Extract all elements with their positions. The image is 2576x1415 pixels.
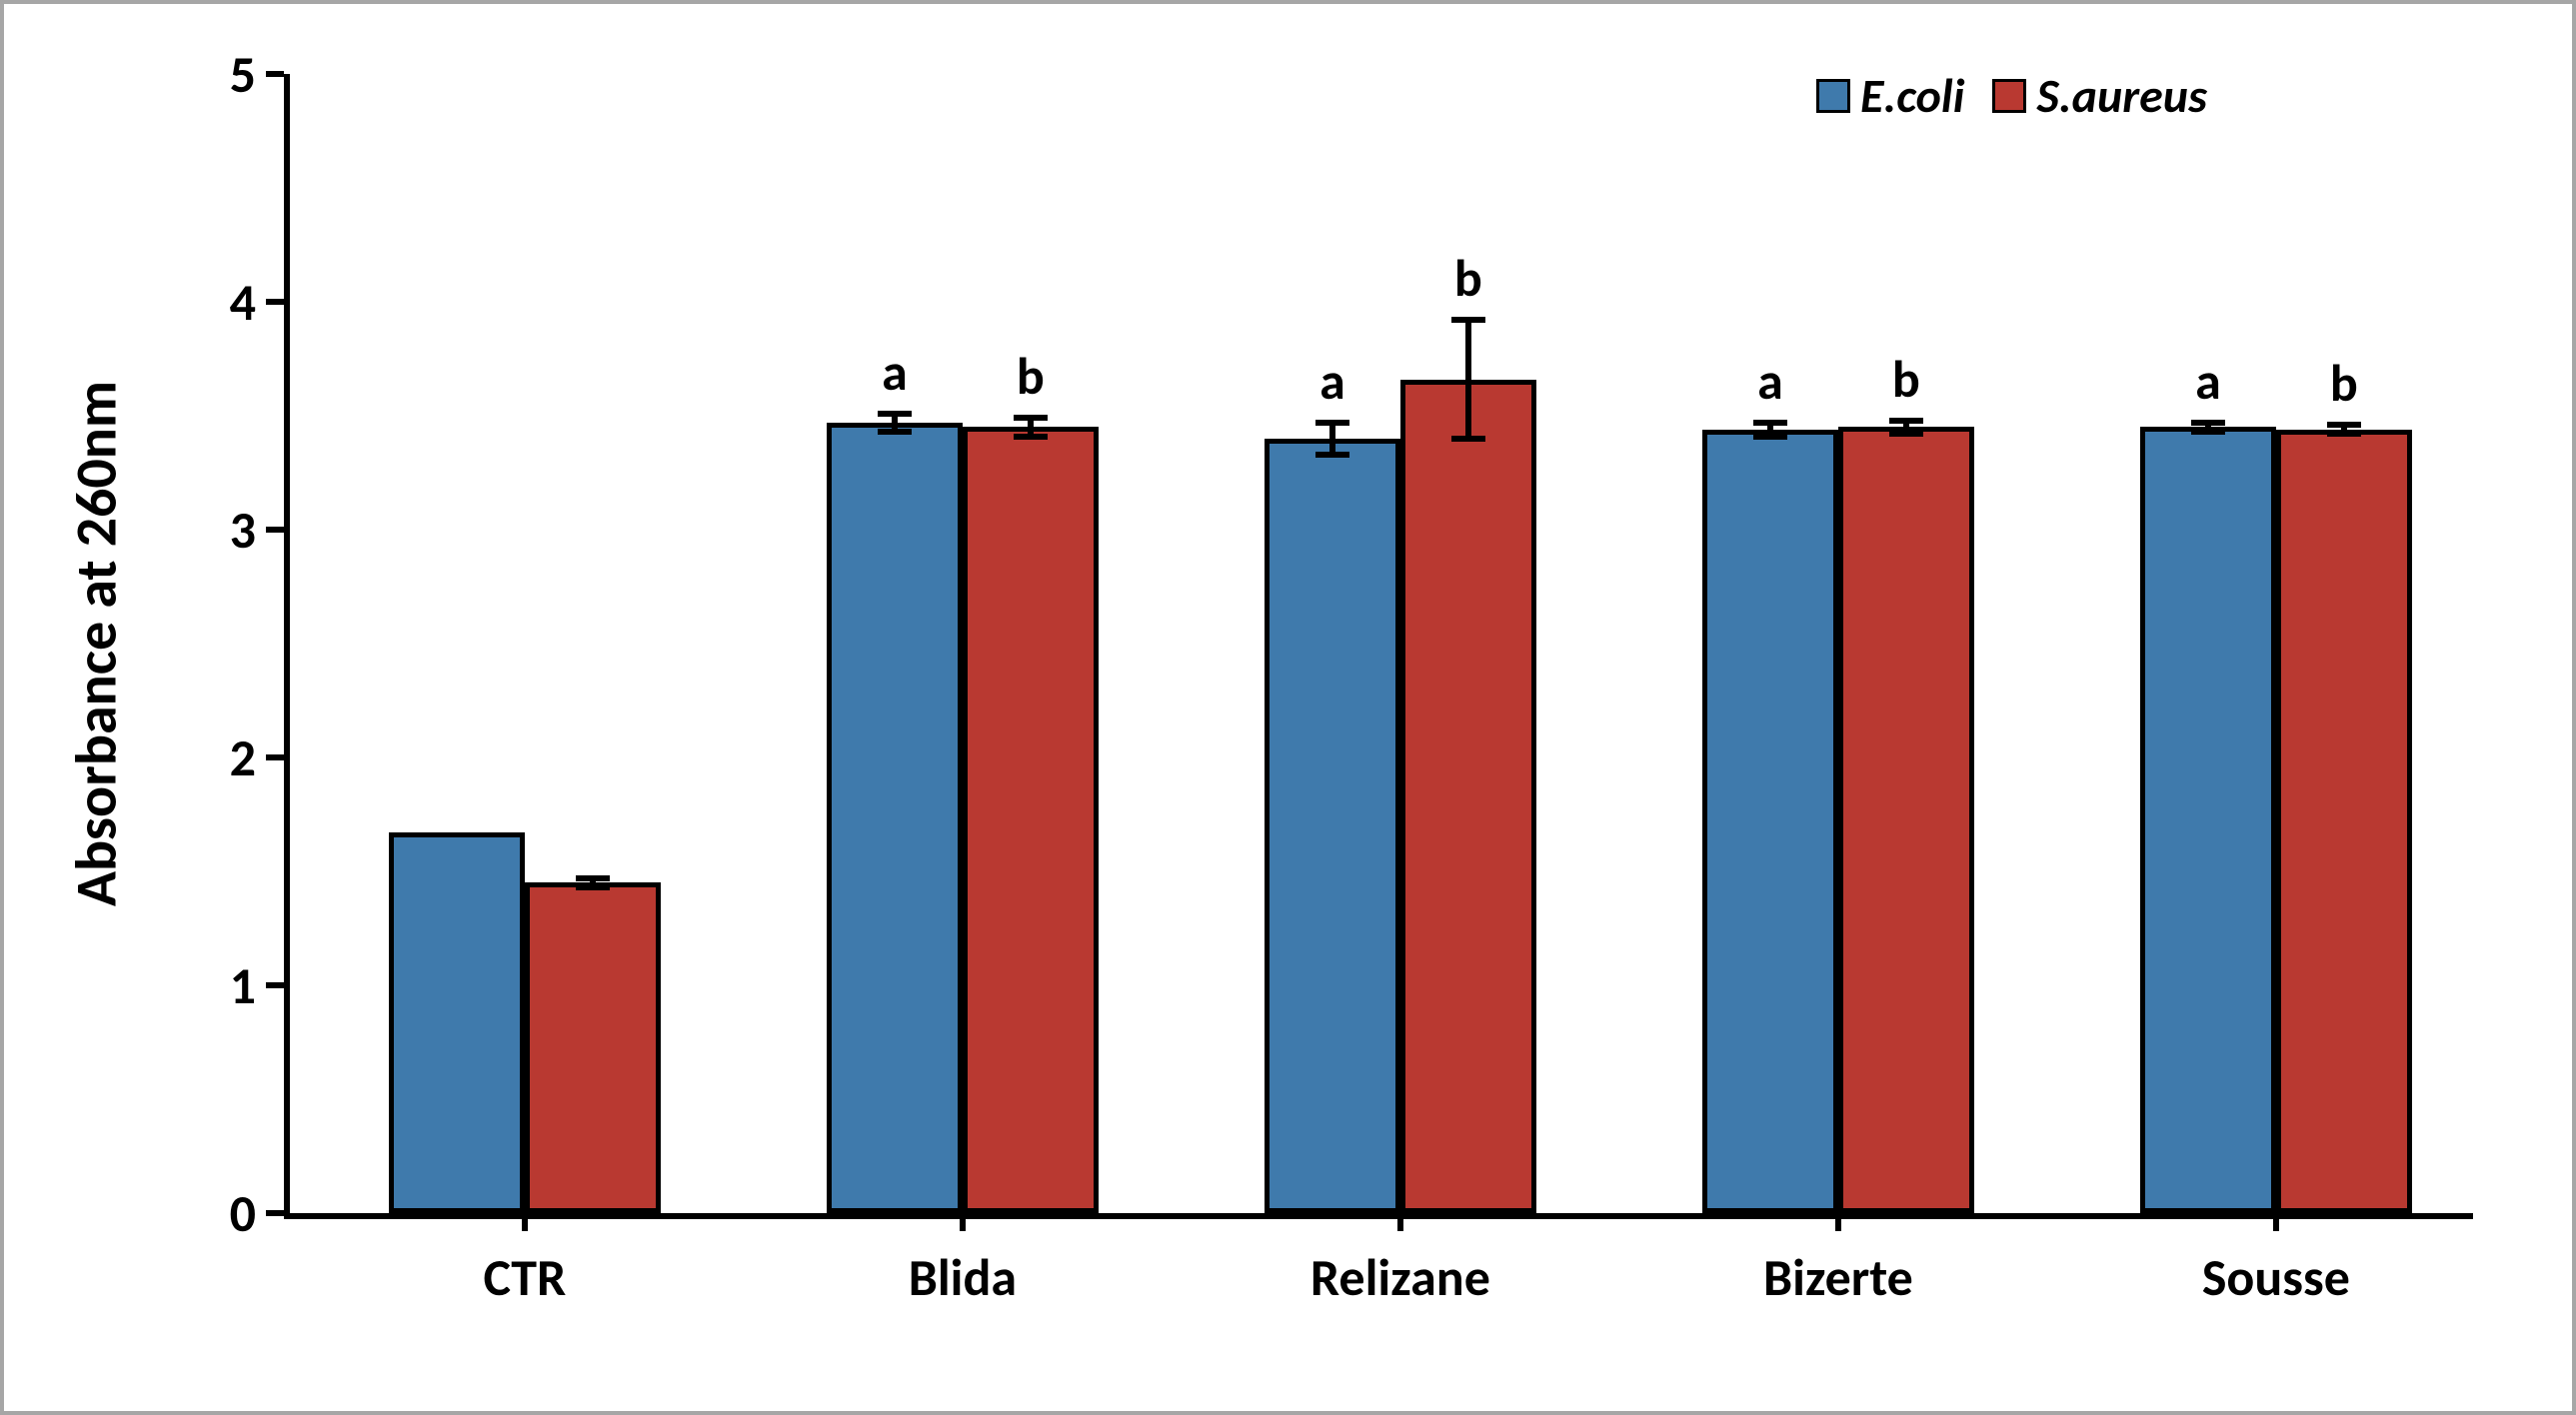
bar xyxy=(827,423,963,1213)
x-axis-line xyxy=(284,1213,2473,1219)
error-bar-stem xyxy=(1329,423,1335,455)
significance-label: b xyxy=(1892,347,1920,411)
error-bar-cap xyxy=(576,875,610,881)
plot-area: 012345CTRBlidaabRelizaneabBizerteabSouss… xyxy=(284,74,2473,1213)
bar xyxy=(1838,427,1974,1213)
error-bar-stem xyxy=(1465,320,1471,439)
bar xyxy=(1702,430,1838,1213)
legend-swatch xyxy=(1992,79,2026,113)
error-bar-cap xyxy=(2327,431,2361,437)
error-bar-cap xyxy=(1315,452,1349,458)
significance-label: b xyxy=(2330,351,2358,415)
x-tick-mark xyxy=(1397,1213,1403,1231)
x-tick-label: Bizerte xyxy=(1763,1245,1913,1309)
bar xyxy=(2140,427,2276,1213)
legend-label: S.aureus xyxy=(2036,66,2207,125)
error-bar-cap xyxy=(1014,415,1048,421)
y-tick-label: 0 xyxy=(230,1181,256,1245)
y-axis-line xyxy=(284,74,290,1219)
bar xyxy=(963,427,1099,1213)
error-bar-cap xyxy=(1753,420,1787,426)
significance-label: a xyxy=(882,340,908,404)
error-bar-cap xyxy=(1014,434,1048,440)
x-tick-mark xyxy=(2273,1213,2279,1231)
error-bar-cap xyxy=(2327,422,2361,428)
x-tick-mark xyxy=(1835,1213,1841,1231)
y-tick-label: 2 xyxy=(230,725,256,789)
legend-swatch xyxy=(1816,79,1850,113)
x-tick-mark xyxy=(960,1213,966,1231)
bar xyxy=(1265,439,1400,1213)
error-bar-cap xyxy=(1451,436,1485,442)
significance-label: b xyxy=(1454,246,1482,310)
error-bar-cap xyxy=(2191,420,2225,426)
significance-label: a xyxy=(2195,349,2221,413)
error-bar-cap xyxy=(1889,431,1923,437)
y-axis-title: Absorbance at 260nm xyxy=(61,381,132,906)
legend: E.coli S.aureus xyxy=(1816,66,2207,125)
legend-item: S.aureus xyxy=(1992,66,2207,125)
error-bar-cap xyxy=(1889,418,1923,424)
y-tick-label: 1 xyxy=(230,953,256,1017)
significance-label: a xyxy=(1757,349,1783,413)
bar xyxy=(1400,380,1536,1213)
y-tick-mark xyxy=(266,754,284,760)
x-tick-label: CTR xyxy=(483,1245,566,1309)
error-bar-cap xyxy=(878,411,912,417)
legend-label: E.coli xyxy=(1860,66,1964,125)
y-tick-mark xyxy=(266,527,284,533)
y-tick-label: 5 xyxy=(230,42,256,106)
legend-item: E.coli xyxy=(1816,66,1964,125)
bar xyxy=(389,832,525,1213)
error-bar-cap xyxy=(878,429,912,435)
bar xyxy=(525,882,661,1213)
y-tick-mark xyxy=(266,299,284,305)
error-bar-cap xyxy=(1753,434,1787,440)
x-tick-label: Sousse xyxy=(2202,1245,2350,1309)
error-bar-cap xyxy=(1315,420,1349,426)
y-tick-mark xyxy=(266,1210,284,1216)
error-bar-cap xyxy=(2191,429,2225,435)
chart-container: Absorbance at 260nm 0 1 2 3 4 5 CTR Blida a b Reliz… xyxy=(44,44,2522,1371)
error-bar-cap xyxy=(1451,317,1485,323)
y-tick-label: 4 xyxy=(230,270,256,334)
y-tick-label: 3 xyxy=(230,498,256,562)
significance-label: b xyxy=(1017,344,1045,408)
x-tick-label: Blida xyxy=(909,1245,1017,1309)
y-tick-mark xyxy=(266,982,284,988)
error-bar-cap xyxy=(576,884,610,890)
chart-outer-frame: Absorbance at 260nm 0 1 2 3 4 5 CTR Blida a b Reliz… xyxy=(0,0,2576,1415)
x-tick-label: Relizane xyxy=(1310,1245,1490,1309)
bar xyxy=(2276,430,2412,1213)
significance-label: a xyxy=(1319,349,1345,413)
y-tick-mark xyxy=(266,71,284,77)
x-tick-mark xyxy=(522,1213,528,1231)
